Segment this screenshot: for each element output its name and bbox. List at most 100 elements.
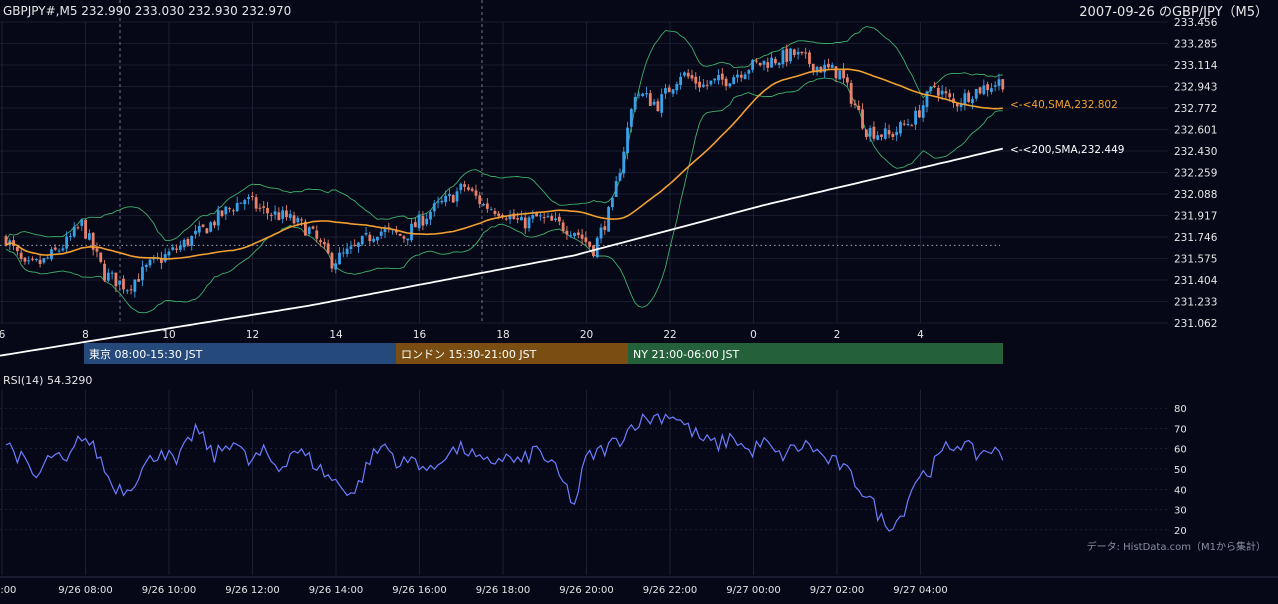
candle-body: [254, 197, 258, 209]
candle-body: [883, 128, 887, 139]
price-tick-label: 231.233: [1174, 297, 1217, 309]
candle-body: [641, 93, 645, 97]
candle-body: [876, 135, 880, 140]
candle-body: [648, 93, 652, 106]
hour-tick-label: 14: [329, 329, 343, 341]
candle-body: [34, 259, 38, 261]
rsi-tick-label: 80: [1174, 404, 1187, 415]
rsi-panel: 80 70 60 50 40 30 20: [0, 404, 1187, 537]
candle-body: [417, 214, 421, 229]
candle-body: [842, 68, 845, 79]
candle-body: [936, 87, 940, 96]
symbol-info: GBPJPY#,M5 232.990 233.030 232.930 232.9…: [3, 4, 291, 18]
candle-body: [144, 264, 148, 268]
candle-body: [785, 48, 789, 62]
time-tick-label: 9/26 14:00: [309, 585, 363, 596]
candle-body: [614, 181, 618, 197]
candle-body: [114, 272, 118, 287]
candle-body: [410, 223, 413, 241]
candle-body: [569, 235, 573, 237]
price-tick-label: 233.456: [1174, 17, 1218, 29]
candle-body: [618, 173, 622, 181]
candle-body: [213, 221, 216, 226]
time-tick-label: 9/26 22:00: [643, 585, 697, 596]
candle-body: [792, 49, 796, 55]
candle-body: [194, 230, 197, 235]
candle-body: [611, 197, 614, 208]
candle-body: [27, 260, 31, 262]
rsi-tick-label: 50: [1174, 465, 1187, 476]
candle-body: [978, 87, 982, 94]
candle-body: [974, 89, 978, 99]
candle-body: [357, 242, 360, 247]
candle-body: [997, 79, 1001, 86]
candle-body: [910, 125, 914, 127]
price-tick-label: 232.088: [1174, 189, 1217, 201]
candle-body: [228, 208, 232, 210]
candle-body: [770, 57, 773, 68]
bollinger-lower: [5, 77, 1003, 314]
candle-body: [652, 101, 656, 105]
candle-body: [376, 236, 379, 241]
candle-body: [482, 203, 485, 206]
candle-body: [542, 217, 546, 219]
time-tick-label: 06:00: [0, 585, 16, 596]
candle-body: [345, 248, 349, 254]
candle-body: [133, 279, 137, 292]
candle-body: [201, 224, 205, 227]
candle-body: [929, 86, 933, 91]
time-tick-label: 9/26 18:00: [476, 585, 530, 596]
axes: 233.456 233.285 233.114 232.943 232.772 232.6…: [0, 17, 1278, 596]
candle-body: [19, 252, 23, 259]
candle-body: [137, 278, 141, 282]
candle-body: [474, 190, 478, 196]
candle-body: [917, 110, 921, 118]
time-tick-label: 9/26 20:00: [559, 585, 613, 596]
candle-body: [489, 209, 493, 211]
candle-body: [186, 239, 190, 246]
candle-body: [531, 215, 535, 219]
candle-body: [448, 194, 451, 196]
candle-body: [933, 85, 936, 87]
candle-body: [982, 85, 986, 95]
price-tick-label: 232.259: [1174, 168, 1217, 180]
candle-body: [993, 85, 997, 87]
candle-body: [53, 247, 57, 250]
candle-body: [159, 257, 163, 263]
candle-body: [466, 187, 470, 190]
rsi-tick-label: 30: [1174, 506, 1187, 517]
candle-body: [478, 195, 482, 205]
candle-body: [122, 278, 125, 290]
time-tick-label: 9/27 00:00: [726, 585, 780, 596]
candle-body: [311, 226, 315, 229]
candle-body: [182, 239, 186, 248]
candle-body: [838, 70, 842, 80]
candle-body: [811, 63, 815, 72]
candle-body: [250, 195, 254, 197]
rsi-tick-label: 40: [1174, 485, 1187, 496]
candle-body: [732, 77, 736, 85]
session-band: [628, 343, 1003, 364]
candle-body: [959, 103, 963, 107]
candle-body: [800, 51, 804, 54]
candle-body: [72, 226, 76, 237]
price-tick-label: 231.062: [1174, 318, 1217, 330]
time-tick-label: 9/27 04:00: [893, 585, 947, 596]
candle-body: [527, 217, 531, 229]
candle-body: [349, 246, 353, 249]
session-label: NY 21:00-06:00 JST: [633, 348, 740, 361]
candle-body: [864, 129, 868, 138]
candle-body: [914, 110, 917, 125]
candle-body: [69, 236, 72, 238]
candle-body: [353, 244, 357, 246]
candle-body: [129, 289, 133, 291]
candle-body: [523, 217, 527, 229]
price-tick-label: 231.917: [1174, 211, 1217, 223]
price-tick-label: 231.746: [1174, 232, 1218, 244]
sma40-line: [5, 68, 1003, 260]
rsi-tick-label: 70: [1174, 424, 1187, 435]
candle-body: [205, 228, 209, 234]
sma200-label: <-<200,SMA,232.449: [1010, 144, 1124, 156]
candle-body: [845, 77, 849, 83]
